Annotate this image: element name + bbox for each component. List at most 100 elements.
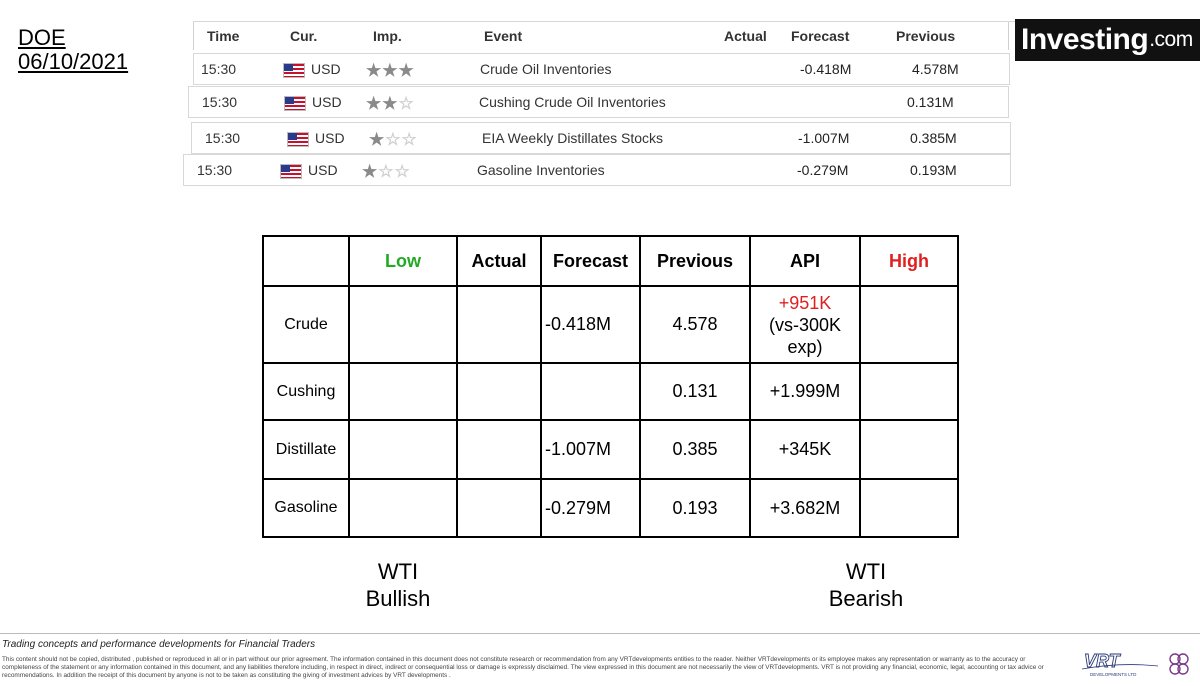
event-forecast: -1.007M <box>798 130 850 146</box>
importance-stars: ★☆☆ <box>362 162 411 181</box>
event-currency: USD <box>312 94 342 110</box>
cell-low <box>348 285 458 364</box>
cell-forecast <box>540 362 641 421</box>
wti-bearish-line2: Bearish <box>828 586 904 611</box>
calendar-row[interactable]: 15:30 USD ★★☆ Cushing Crude Oil Inventor… <box>188 86 1009 118</box>
doe-date: 06/10/2021 <box>18 49 129 74</box>
event-previous: 0.131M <box>907 94 954 110</box>
header-api: API <box>749 235 861 287</box>
api-note-1: (vs-300K <box>768 314 842 335</box>
event-name[interactable]: Gasoline Inventories <box>477 162 605 178</box>
header-previous: Previous <box>639 235 751 287</box>
logo-suffix: .com <box>1149 28 1193 51</box>
col-importance[interactable]: Imp. <box>373 28 402 44</box>
api-highlight: +951K <box>778 292 832 313</box>
event-name[interactable]: Cushing Crude Oil Inventories <box>479 94 666 110</box>
row-label: Crude <box>262 285 350 364</box>
row-label: Distillate <box>262 419 350 480</box>
calendar-row[interactable]: 15:30 USD ★★★ Crude Oil Inventories -0.4… <box>193 53 1010 85</box>
cell-high <box>859 285 959 364</box>
cell-low <box>348 478 458 538</box>
logo-main: Investing <box>1021 23 1149 56</box>
cell-low <box>348 419 458 480</box>
cell-forecast: -1.007M <box>540 419 641 480</box>
us-flag-icon <box>284 96 306 111</box>
importance-stars: ★★☆ <box>366 94 415 113</box>
calendar-header: Time Cur. Imp. Event Actual Forecast Pre… <box>193 22 1009 50</box>
vrt-logo-text: VRT <box>1084 651 1122 671</box>
cell-actual <box>456 285 542 364</box>
cell-api: +345K <box>749 419 861 480</box>
header-low: Low <box>348 235 458 287</box>
event-name[interactable]: EIA Weekly Distillates Stocks <box>482 130 664 146</box>
calendar-row[interactable]: 15:30 USD ★☆☆ EIA Weekly Distillates Sto… <box>191 122 1011 154</box>
cell-high <box>859 362 959 421</box>
vrt-logo-swoosh <box>1081 664 1159 670</box>
wti-bullish-line2: Bullish <box>365 586 431 611</box>
cell-forecast: -0.279M <box>540 478 641 538</box>
cell-previous: 0.131 <box>639 362 751 421</box>
event-currency: USD <box>315 130 345 146</box>
row-label: Gasoline <box>262 478 350 538</box>
us-flag-icon <box>287 132 309 147</box>
wti-bearish-line1: WTI <box>845 559 887 584</box>
wti-bullish-label: WTI Bullish <box>338 558 458 612</box>
col-currency[interactable]: Cur. <box>290 28 318 44</box>
cell-previous: 0.385 <box>639 419 751 480</box>
cell-forecast: -0.418M <box>540 285 641 364</box>
col-actual[interactable]: Actual <box>724 28 767 44</box>
calendar-row[interactable]: 15:30 USD ★☆☆ Gasoline Inventories -0.27… <box>183 154 1011 186</box>
event-currency: USD <box>308 162 338 178</box>
us-flag-icon <box>280 164 302 179</box>
us-flag-icon <box>283 63 305 78</box>
wti-bearish-label: WTI Bearish <box>806 558 926 612</box>
row-label: Cushing <box>262 362 350 421</box>
header-actual: Actual <box>456 235 542 287</box>
event-currency: USD <box>311 61 341 77</box>
col-previous[interactable]: Previous <box>896 28 956 44</box>
cell-previous: 0.193 <box>639 478 751 538</box>
col-time[interactable]: Time <box>207 28 240 44</box>
header-forecast: Forecast <box>540 235 641 287</box>
event-forecast: -0.279M <box>797 162 849 178</box>
event-time: 15:30 <box>202 94 238 110</box>
top-divider <box>193 21 1200 22</box>
cell-actual <box>456 478 542 538</box>
doe-date-title: DOE 06/10/2021 <box>18 26 128 74</box>
col-forecast[interactable]: Forecast <box>791 28 850 44</box>
cell-high <box>859 419 959 480</box>
cell-low <box>348 362 458 421</box>
cell-high <box>859 478 959 538</box>
cell-actual <box>456 362 542 421</box>
investing-logo: Investing .com <box>1015 19 1200 61</box>
cell-actual <box>456 419 542 480</box>
wti-bullish-line1: WTI <box>377 559 419 584</box>
table-header-row: Low Actual Forecast Previous API High <box>262 235 959 287</box>
doe-comparison-table: Low Actual Forecast Previous API High Cr… <box>262 235 959 538</box>
footer-title: Trading concepts and performance develop… <box>2 639 316 650</box>
vrt-logo-subtitle: DEVELOPMENTS LTD <box>1090 672 1137 677</box>
footer-disclaimer: This content should not be copied, distr… <box>2 656 1044 679</box>
event-previous: 0.193M <box>910 162 957 178</box>
event-previous: 4.578M <box>912 61 959 77</box>
brand-badge-icon <box>1169 653 1189 675</box>
table-row: Cushing 0.131 +1.999M <box>262 362 959 421</box>
table-row: Gasoline -0.279M 0.193 +3.682M <box>262 478 959 538</box>
importance-stars: ★☆☆ <box>369 130 418 149</box>
table-row: Distillate -1.007M 0.385 +345K <box>262 419 959 480</box>
header-high: High <box>859 235 959 287</box>
doe-label: DOE <box>18 25 66 50</box>
event-time: 15:30 <box>197 162 233 178</box>
col-event[interactable]: Event <box>484 28 523 44</box>
event-time: 15:30 <box>201 61 237 77</box>
cell-api: +951K (vs-300K exp) <box>749 285 861 364</box>
header-blank <box>262 235 350 287</box>
api-note-2: exp) <box>787 336 823 357</box>
cell-previous: 4.578 <box>639 285 751 364</box>
vrt-logo: VRT DEVELOPMENTS LTD <box>1081 651 1159 677</box>
cell-api: +1.999M <box>749 362 861 421</box>
importance-stars: ★★★ <box>366 61 415 80</box>
event-previous: 0.385M <box>910 130 957 146</box>
table-row: Crude -0.418M 4.578 +951K (vs-300K exp) <box>262 285 959 364</box>
event-name[interactable]: Crude Oil Inventories <box>480 61 612 77</box>
